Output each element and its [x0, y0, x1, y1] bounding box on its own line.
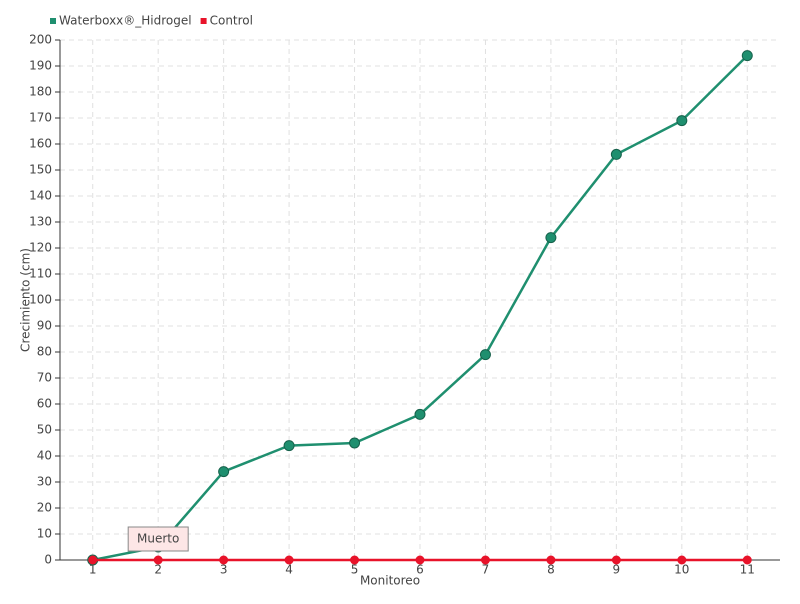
point — [153, 555, 163, 565]
y-axis-label: Crecimiento (cm) — [19, 248, 33, 352]
y-tick-label: 170 — [29, 111, 52, 125]
point — [677, 555, 687, 565]
y-tick-label: 190 — [29, 59, 52, 73]
y-tick-label: 130 — [29, 215, 52, 229]
y-tick-label: 120 — [29, 241, 52, 255]
point — [218, 466, 230, 478]
point — [284, 555, 294, 565]
point — [545, 232, 557, 244]
point — [479, 349, 491, 361]
y-tick-label: 0 — [44, 553, 52, 567]
point — [219, 555, 229, 565]
point — [742, 555, 752, 565]
annotation: Muerto — [137, 532, 179, 546]
x-tick-label: 9 — [613, 563, 621, 577]
y-tick-label: 50 — [37, 423, 52, 437]
y-tick-label: 100 — [29, 293, 52, 307]
point — [676, 115, 688, 127]
y-tick-label: 180 — [29, 85, 52, 99]
point — [283, 440, 295, 452]
y-tick-label: 30 — [37, 475, 52, 489]
x-tick-label: 4 — [285, 563, 293, 577]
legend-label: Control — [210, 14, 253, 28]
y-tick-label: 150 — [29, 163, 52, 177]
y-tick-label: 140 — [29, 189, 52, 203]
x-tick-label: 7 — [482, 563, 490, 577]
y-tick-label: 80 — [37, 345, 52, 359]
x-axis-label: Monitoreo — [360, 574, 420, 588]
annotation-box — [127, 526, 189, 552]
y-tick-label: 20 — [37, 501, 52, 515]
y-tick-label: 60 — [37, 397, 52, 411]
point — [349, 437, 361, 449]
y-tick-label: 70 — [37, 371, 52, 385]
legend-swatch — [200, 18, 207, 24]
y-tick-label: 110 — [29, 267, 52, 281]
point — [414, 408, 426, 420]
x-tick-label: 6 — [416, 563, 424, 577]
point — [88, 555, 98, 565]
x-tick-label: 3 — [220, 563, 228, 577]
y-tick-label: 200 — [29, 33, 52, 47]
y-tick-label: 160 — [29, 137, 52, 151]
x-tick-label: 11 — [740, 563, 755, 577]
point — [546, 555, 556, 565]
y-tick-label: 90 — [37, 319, 52, 333]
x-tick-label: 1 — [89, 563, 97, 577]
x-tick-label: 5 — [351, 563, 359, 577]
x-tick-label: 2 — [154, 563, 162, 577]
y-tick-label: 10 — [37, 527, 52, 541]
point — [741, 50, 753, 62]
x-tick-label: 8 — [547, 563, 555, 577]
point — [610, 148, 622, 160]
point — [350, 555, 360, 565]
x-tick-label: 10 — [674, 563, 689, 577]
point — [611, 555, 621, 565]
point — [415, 555, 425, 565]
point — [480, 555, 490, 565]
legend-swatch — [50, 18, 56, 24]
legend-label: Waterboxx®_Hidrogel — [59, 14, 192, 28]
y-tick-label: 40 — [37, 449, 52, 463]
